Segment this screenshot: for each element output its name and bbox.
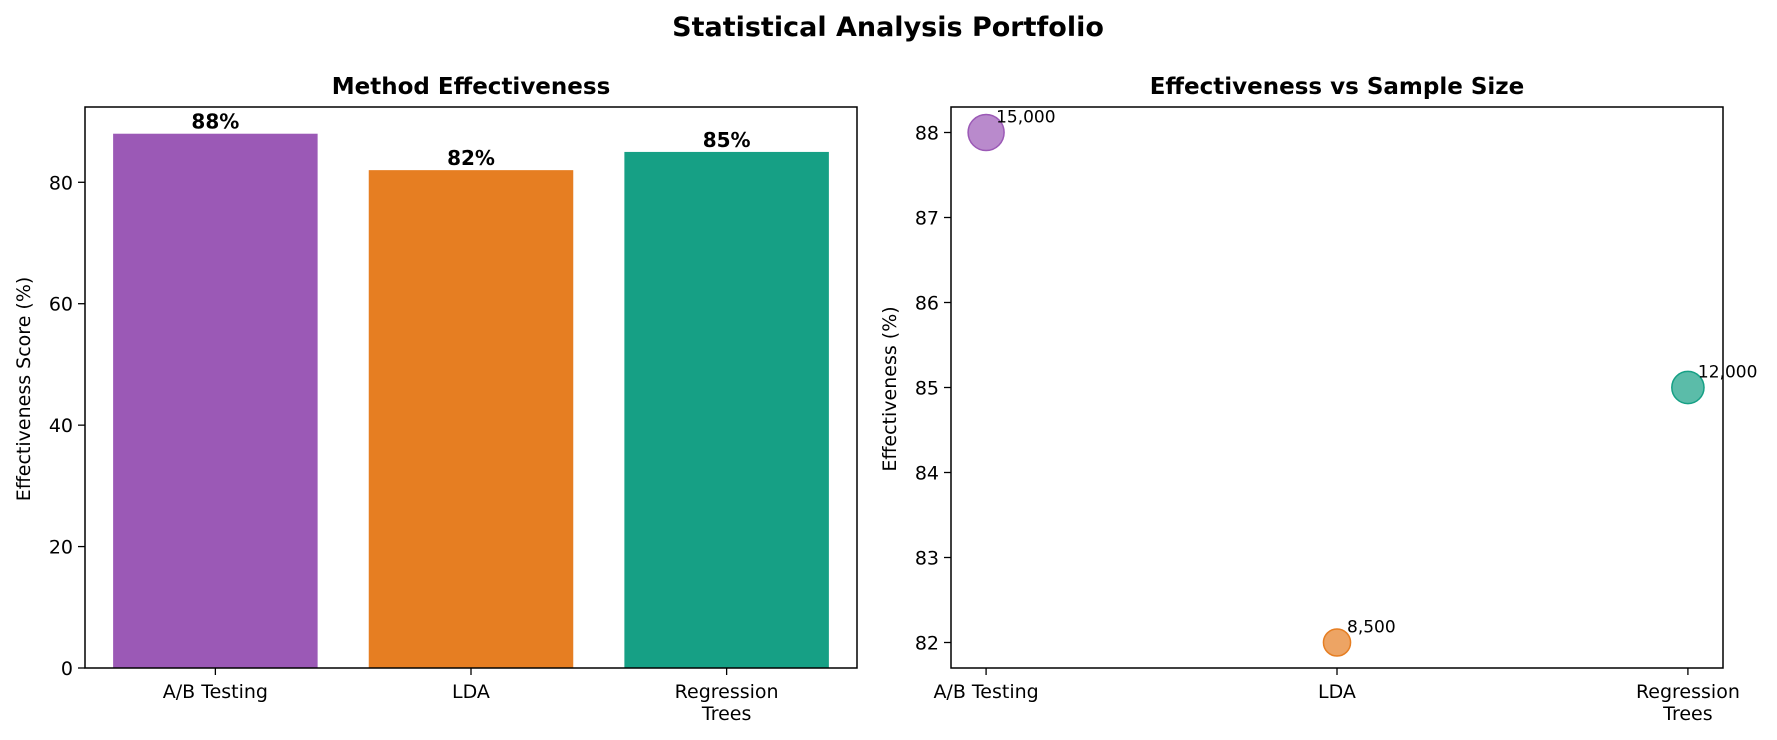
bar (368, 170, 574, 668)
scatter-point (967, 113, 1005, 152)
x-tick-label: Regression (1636, 681, 1740, 703)
bar-value-label: 85% (703, 128, 751, 152)
x-tick-label: Regression (675, 681, 779, 703)
bar (624, 151, 829, 668)
y-tick-label: 83 (915, 548, 939, 570)
y-tick-label: 85 (915, 378, 939, 400)
bar-chart-frame (84, 106, 858, 669)
bar-value-label: 88% (191, 110, 239, 134)
x-tick-label: LDA (452, 681, 490, 703)
scatter-point (1671, 370, 1705, 405)
bar-value-label: 82% (447, 146, 495, 170)
x-tick-label: A/B Testing (933, 681, 1038, 703)
point-label: 8,500 (1347, 618, 1396, 638)
bar-chart-title: Method Effectiveness (332, 74, 611, 100)
bar-chart-ylabel: Effectiveness Score (%) (13, 277, 35, 502)
x-tick-label: Trees (701, 703, 752, 725)
y-tick-label: 84 (915, 463, 939, 485)
y-tick-label: 87 (915, 208, 939, 230)
scatter-chart: Effectiveness vs Sample Size Effectivene… (879, 74, 1757, 725)
y-tick-label: 82 (915, 633, 939, 655)
y-tick-label: 20 (49, 537, 73, 559)
bar (113, 133, 318, 668)
point-label: 12,000 (1698, 363, 1757, 383)
scatter-chart-title: Effectiveness vs Sample Size (1150, 74, 1525, 100)
x-tick-label: LDA (1318, 681, 1356, 703)
bar-chart: Method Effectiveness Effectiveness Score… (13, 74, 858, 725)
y-tick-label: 60 (49, 294, 73, 316)
figure-title: Statistical Analysis Portfolio (672, 12, 1104, 43)
x-tick-label: A/B Testing (163, 681, 268, 703)
y-tick-label: 86 (915, 293, 939, 315)
y-tick-label: 0 (61, 658, 73, 680)
scatter-point (1322, 628, 1352, 657)
y-tick-label: 40 (49, 415, 73, 437)
y-tick-label: 80 (49, 172, 73, 194)
scatter-chart-frame (950, 106, 1724, 669)
scatter-chart-ylabel: Effectiveness (%) (879, 306, 901, 471)
y-tick-label: 88 (915, 123, 939, 145)
x-tick-label: Trees (1662, 703, 1713, 725)
point-label: 15,000 (996, 108, 1055, 128)
